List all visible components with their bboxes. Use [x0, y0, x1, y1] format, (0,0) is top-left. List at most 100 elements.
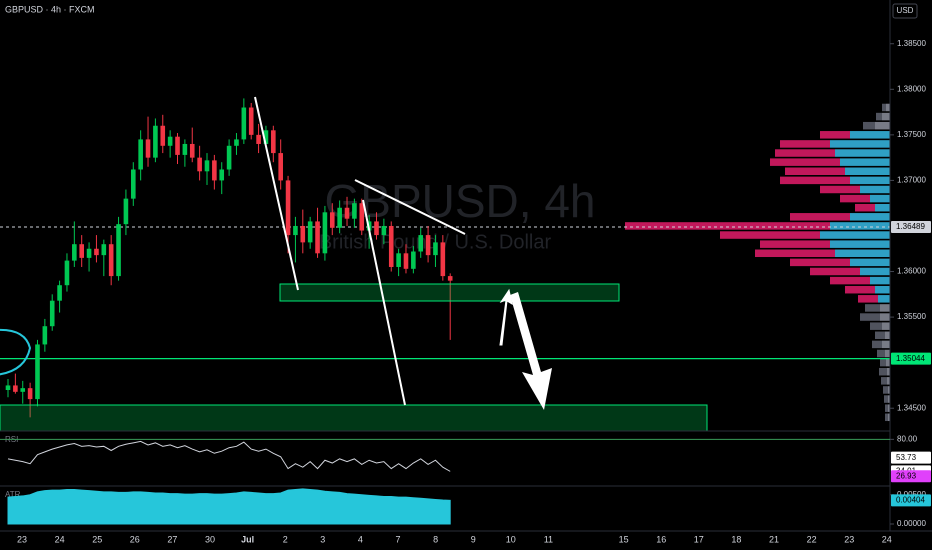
profile-down — [865, 304, 880, 312]
candle-body — [130, 169, 136, 199]
profile-down — [883, 386, 888, 394]
candle-body — [352, 203, 357, 219]
candle-body — [189, 143, 195, 158]
candle-body — [447, 276, 453, 281]
profile-up — [882, 322, 890, 330]
profile-down — [790, 258, 850, 267]
demand-zone — [0, 404, 708, 432]
profile-up — [888, 404, 890, 412]
candle-body — [241, 107, 247, 140]
profile-down — [830, 276, 870, 285]
x-tick-label: 25 — [92, 534, 102, 544]
currency[interactable]: USD — [897, 6, 914, 15]
profile-down — [884, 395, 888, 403]
profile-down — [863, 121, 875, 130]
x-tick-label: 18 — [731, 534, 741, 544]
x-tick-label: 23 — [17, 534, 27, 544]
profile-up — [860, 267, 890, 276]
y-tick-label: 1.38500 — [897, 39, 926, 48]
x-tick-label: 11 — [544, 534, 553, 544]
x-tick-label: 2 — [283, 534, 288, 544]
profile-down — [790, 213, 850, 221]
y-tick-label: 1.38000 — [897, 84, 926, 93]
x-tick-label: 16 — [656, 534, 666, 544]
candle-body — [108, 244, 114, 277]
profile-down — [780, 140, 830, 148]
x-tick-label: 3 — [320, 534, 325, 544]
price-pane — [0, 98, 890, 418]
candle-body — [72, 244, 77, 261]
volume-profile — [625, 103, 890, 422]
profile-down — [885, 413, 888, 422]
atr-area — [7, 488, 451, 525]
profile-down — [760, 240, 830, 248]
profile-down — [881, 377, 887, 385]
candle-body — [285, 180, 291, 236]
profile-up — [880, 313, 890, 321]
currency-box[interactable] — [892, 3, 918, 19]
profile-down — [720, 231, 820, 239]
profile-down — [876, 112, 882, 121]
profile-down — [845, 285, 875, 294]
x-tick-label: 22 — [807, 534, 817, 544]
candle-body — [182, 143, 188, 155]
candle-body — [278, 153, 283, 181]
x-tick-label: 15 — [619, 534, 629, 544]
supply-zone — [279, 283, 620, 302]
x-tick-label: 24 — [882, 534, 892, 544]
profile-up — [860, 185, 890, 194]
candle-body — [440, 242, 446, 277]
profile-up — [840, 158, 890, 166]
arrow-up — [499, 288, 513, 346]
profile-up — [888, 386, 890, 394]
candle-body — [256, 134, 261, 144]
x-tick-label: 4 — [358, 534, 363, 544]
price-label-box — [891, 470, 931, 483]
candle-body — [167, 136, 173, 146]
x-tick-label: 27 — [167, 534, 177, 544]
candle-body — [307, 221, 313, 243]
candle-body — [374, 221, 379, 236]
candle-body — [64, 260, 70, 286]
price-label: 1.36489 — [896, 222, 925, 231]
candle-body — [433, 242, 438, 256]
candle-body — [293, 225, 298, 236]
profile-down — [877, 349, 885, 358]
candle-body — [315, 221, 320, 254]
candle-body — [5, 385, 11, 390]
profile-down — [780, 176, 850, 185]
candle-body — [42, 326, 48, 345]
x-tick-label: 26 — [130, 534, 140, 544]
candle-body — [344, 207, 350, 219]
profile-up — [835, 149, 890, 157]
candle-body — [381, 225, 387, 236]
trend-line — [354, 179, 466, 235]
candle-body — [388, 225, 394, 267]
profile-up — [870, 194, 890, 203]
x-tick-label: 8 — [433, 534, 438, 544]
candle-body — [27, 388, 33, 400]
price-label: 1.35044 — [896, 354, 925, 363]
profile-down — [880, 358, 886, 367]
profile-down — [885, 404, 888, 412]
profile-up — [887, 377, 890, 385]
profile-down — [820, 131, 850, 139]
profile-up — [888, 413, 890, 422]
profile-up — [850, 213, 890, 221]
candle-body — [411, 251, 416, 269]
profile-down — [872, 340, 882, 349]
x-tick-label: 17 — [694, 534, 704, 544]
candle-body — [234, 139, 239, 146]
profile-down — [860, 313, 880, 321]
candle-body — [94, 248, 99, 256]
profile-down — [755, 249, 835, 258]
x-tick-label: 9 — [471, 534, 476, 544]
candle-body — [153, 125, 158, 158]
candle-body — [263, 130, 269, 144]
profile-down — [820, 185, 860, 194]
profile-up — [886, 358, 890, 367]
trend-line — [254, 96, 299, 291]
watermark-title: GBPUSD, 4h — [325, 175, 596, 227]
profile-down — [858, 295, 878, 303]
profile-down — [870, 322, 882, 330]
